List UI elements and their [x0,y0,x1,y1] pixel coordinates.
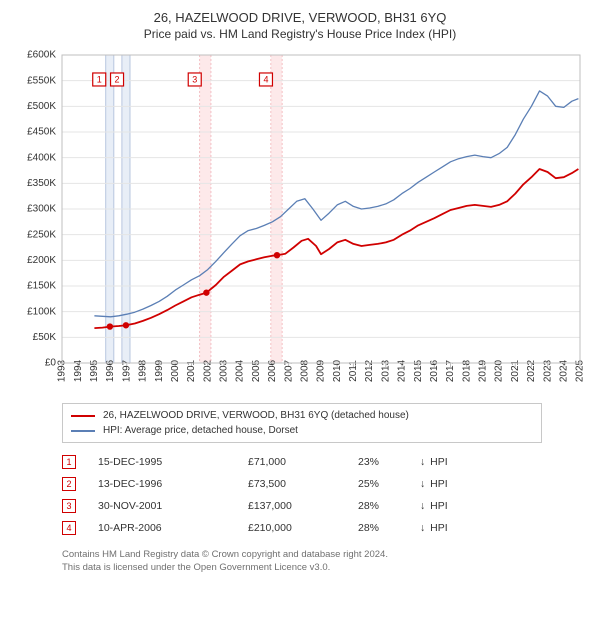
legend: 26, HAZELWOOD DRIVE, VERWOOD, BH31 6YQ (… [62,403,542,443]
svg-text:£200K: £200K [27,255,56,266]
svg-text:£300K: £300K [27,204,56,215]
line-chart: £0 £50K £100K £150K £200K £250K £300K £350K £400… [10,47,590,397]
transaction-price: £210,000 [248,522,358,534]
transaction-price: £71,000 [248,456,358,468]
transaction-date: 15-DEC-1995 [98,456,248,468]
down-arrow-icon: ↓ [420,522,425,534]
svg-text:£550K: £550K [27,75,56,86]
transaction-date: 13-DEC-1996 [98,478,248,490]
transaction-ref: HPI [427,500,447,512]
footer-line-1: Contains HM Land Registry data © Crown c… [62,549,542,562]
transaction-ref: HPI [427,522,447,534]
transaction-marker: 4 [62,521,76,535]
footer-line-2: This data is licensed under the Open Gov… [62,562,542,575]
down-arrow-icon: ↓ [420,456,425,468]
svg-text:£400K: £400K [27,152,56,163]
transaction-marker: 3 [62,499,76,513]
legend-swatch [71,430,95,432]
down-arrow-icon: ↓ [420,478,425,490]
legend-item: 26, HAZELWOOD DRIVE, VERWOOD, BH31 6YQ (… [71,408,533,423]
legend-label: 26, HAZELWOOD DRIVE, VERWOOD, BH31 6YQ (… [103,408,409,423]
footer-attribution: Contains HM Land Registry data © Crown c… [62,549,542,575]
legend-item: HPI: Average price, detached house, Dors… [71,423,533,438]
transaction-row: 4 10-APR-2006£210,00028%↓ HPI [62,517,590,539]
chart-container: 26, HAZELWOOD DRIVE, VERWOOD, BH31 6YQ P… [0,0,600,585]
svg-text:£350K: £350K [27,178,56,189]
svg-text:£100K: £100K [27,306,56,317]
transaction-ref: HPI [427,478,447,490]
transaction-row: 1 15-DEC-1995£71,00023%↓ HPI [62,451,590,473]
svg-text:£500K: £500K [27,101,56,112]
chart-area: £0 £50K £100K £150K £200K £250K £300K £350K £400… [10,47,590,397]
transaction-row: 3 30-NOV-2001£137,00028%↓ HPI [62,495,590,517]
svg-text:2: 2 [115,74,120,84]
transaction-pct: 25% [358,478,418,490]
transaction-marker: 1 [62,455,76,469]
transaction-pct: 28% [358,500,418,512]
chart-subtitle: Price paid vs. HM Land Registry's House … [10,27,590,41]
legend-swatch [71,415,95,417]
transaction-price: £73,500 [248,478,358,490]
transaction-marker: 2 [62,477,76,491]
svg-text:4: 4 [263,74,268,84]
svg-text:£450K: £450K [27,127,56,138]
svg-text:£150K: £150K [27,281,56,292]
transaction-ref: HPI [427,456,447,468]
transaction-date: 30-NOV-2001 [98,500,248,512]
transaction-price: £137,000 [248,500,358,512]
svg-text:3: 3 [192,74,197,84]
svg-text:£0: £0 [45,358,57,369]
transaction-row: 2 13-DEC-1996£73,50025%↓ HPI [62,473,590,495]
chart-title: 26, HAZELWOOD DRIVE, VERWOOD, BH31 6YQ [10,10,590,25]
transaction-date: 10-APR-2006 [98,522,248,534]
transactions-table: 115-DEC-1995£71,00023%↓ HPI213-DEC-1996£… [62,451,590,539]
svg-text:£250K: £250K [27,229,56,240]
svg-text:£600K: £600K [27,50,56,61]
svg-text:1: 1 [97,74,102,84]
transaction-pct: 23% [358,456,418,468]
down-arrow-icon: ↓ [420,500,425,512]
svg-text:£50K: £50K [33,332,57,343]
legend-label: HPI: Average price, detached house, Dors… [103,423,298,438]
transaction-pct: 28% [358,522,418,534]
